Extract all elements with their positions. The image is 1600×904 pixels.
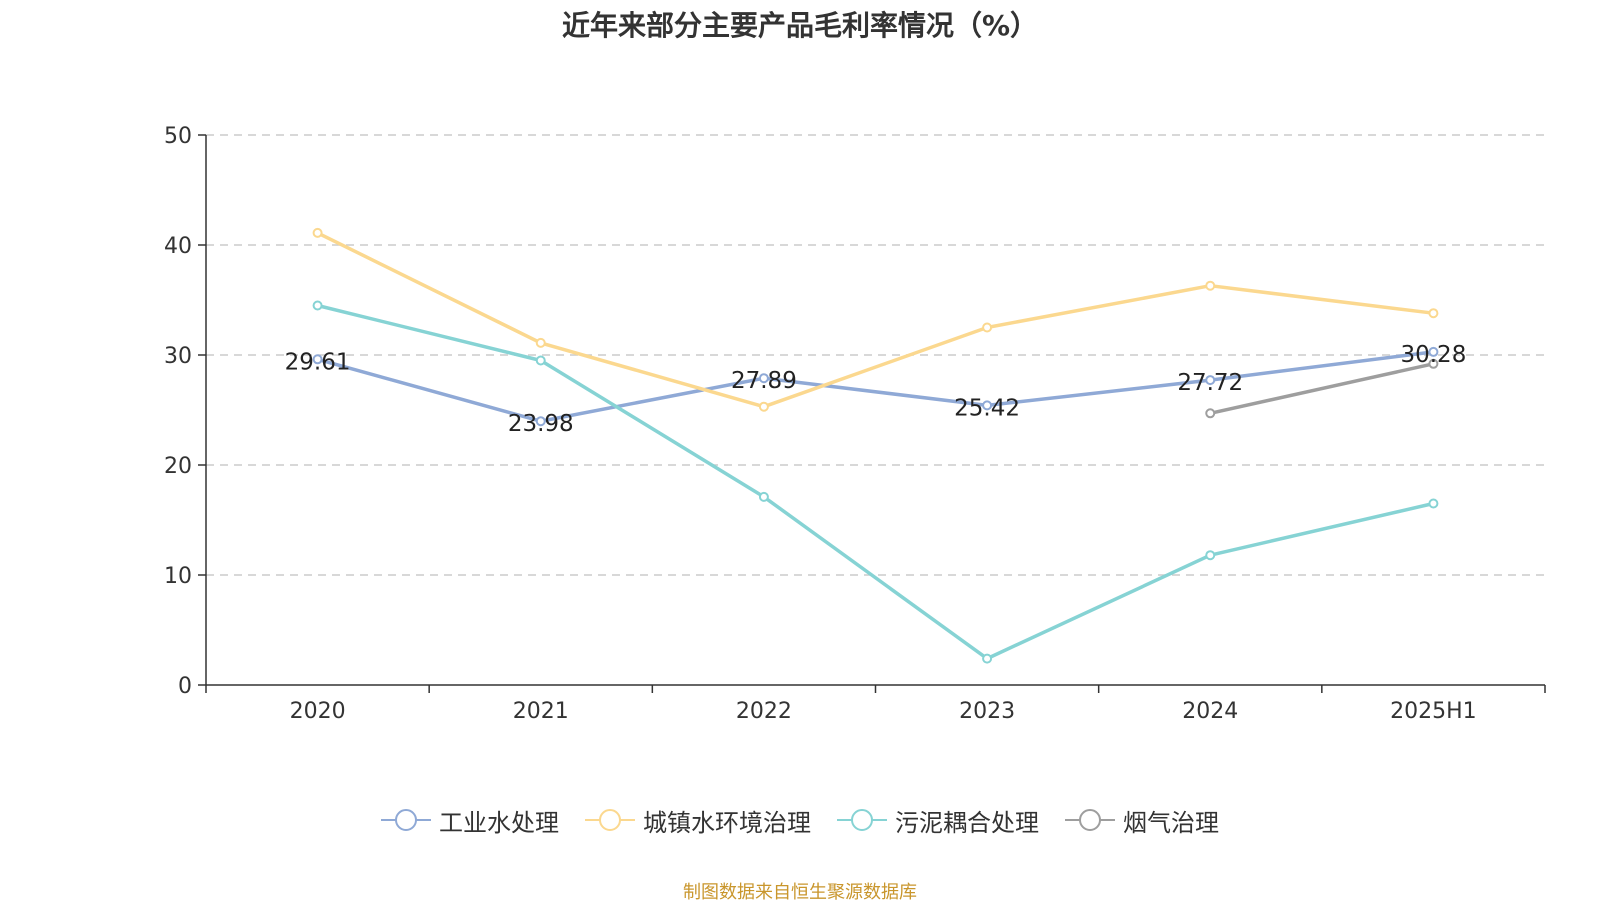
legend-swatch-icon	[837, 809, 887, 831]
y-tick-label-20: 20	[164, 454, 192, 479]
data-point-2-2	[758, 491, 769, 502]
x-tick-label-2024: 2024	[1182, 699, 1238, 724]
y-tick-label-40: 40	[164, 234, 192, 259]
series-line-3	[1209, 362, 1434, 416]
data-point-1-1	[535, 337, 546, 348]
data-point-0-1	[535, 416, 546, 427]
data-labels: 29.61 23.98 27.89 25.42 27.72 30.28	[285, 342, 1467, 437]
y-tick-label-30: 30	[164, 344, 192, 369]
data-point-1-3	[982, 322, 993, 333]
data-label-0-1: 23.98	[508, 411, 574, 437]
series-line-0	[317, 350, 1434, 423]
legend-item-0[interactable]: 工业水处理	[381, 803, 559, 838]
legend-label: 工业水处理	[439, 808, 559, 837]
legend-label: 污泥耦合处理	[895, 808, 1039, 837]
data-point-1-0	[312, 227, 323, 238]
data-point-1-5	[1428, 308, 1439, 319]
chart-title: 近年来部分主要产品毛利率情况（%）	[561, 9, 1039, 42]
data-point-0-2	[758, 373, 769, 384]
x-tick-label-2023: 2023	[959, 699, 1015, 724]
series-lines	[312, 227, 1439, 664]
legend-item-2[interactable]: 污泥耦合处理	[837, 803, 1039, 838]
y-tick-label-10: 10	[164, 564, 192, 589]
data-label-0-0: 29.61	[285, 349, 351, 375]
legend-swatch-icon	[1065, 809, 1115, 831]
data-label-0-3: 25.42	[954, 395, 1020, 421]
legend-item-3[interactable]: 烟气治理	[1065, 803, 1219, 838]
data-label-0-5: 30.28	[1400, 342, 1466, 368]
series-line-1	[316, 231, 1434, 409]
data-label-0-4: 27.72	[1177, 370, 1243, 396]
data-point-2-0	[312, 300, 323, 311]
legend-swatch-icon	[381, 809, 431, 831]
data-point-2-3	[982, 653, 993, 664]
data-point-1-2	[758, 401, 769, 412]
data-point-0-3	[982, 400, 993, 411]
legend-label: 城镇水环境治理	[643, 808, 811, 837]
data-point-3-5	[1428, 358, 1439, 369]
gridlines	[206, 134, 1545, 576]
x-tick-label-2022: 2022	[736, 699, 792, 724]
data-point-2-5	[1428, 498, 1439, 509]
source-note: 制图数据来自恒生聚源数据库	[683, 882, 917, 903]
x-tick-label-2020: 2020	[290, 699, 346, 724]
data-point-0-5	[1428, 346, 1439, 357]
y-tick-label-0: 0	[178, 674, 192, 699]
series-line-2	[317, 303, 1434, 661]
data-point-0-4	[1205, 375, 1216, 386]
data-label-0-2: 27.89	[731, 368, 797, 394]
data-point-0-0	[312, 354, 323, 365]
data-point-2-1	[535, 355, 546, 366]
axes: 0 10 20 30 40 50 2020 2021 2022 2023 2024 2025H1	[164, 124, 1546, 724]
legend-swatch-icon	[585, 809, 635, 831]
legend-item-1[interactable]: 城镇水环境治理	[585, 803, 811, 838]
y-tick-label-50: 50	[164, 124, 192, 149]
data-point-3-4	[1205, 408, 1216, 419]
legend: 工业水处理 城镇水环境治理 污泥耦合处理 烟气治理	[0, 800, 1600, 840]
legend-label: 烟气治理	[1123, 808, 1219, 837]
x-tick-label-2025H1: 2025H1	[1390, 699, 1477, 724]
data-point-1-4	[1205, 280, 1216, 291]
data-point-2-4	[1205, 550, 1216, 561]
x-tick-label-2021: 2021	[513, 699, 569, 724]
